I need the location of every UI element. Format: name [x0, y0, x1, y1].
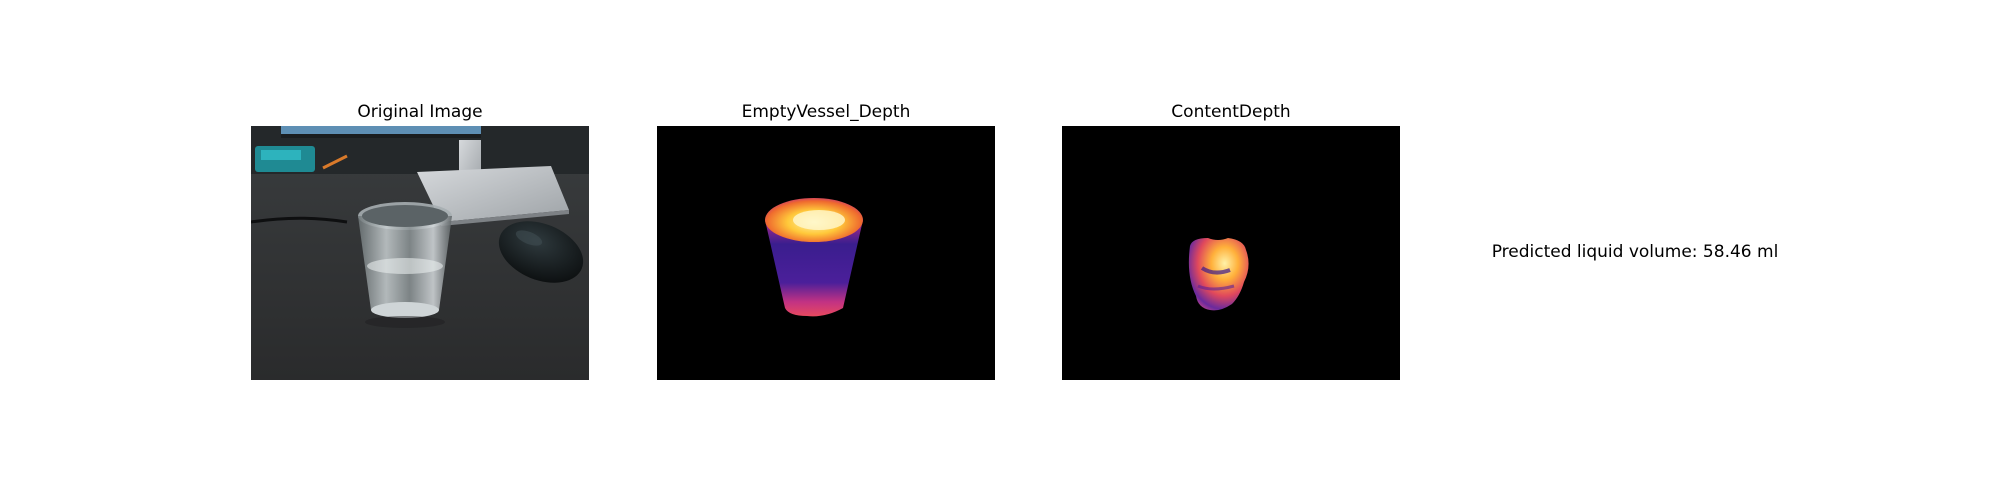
content-depth-map — [1062, 126, 1400, 380]
empty-vessel-depth-map — [657, 126, 995, 380]
original-image — [251, 126, 589, 380]
predicted-volume-text: Predicted liquid volume: 58.46 ml — [1491, 242, 1779, 262]
original-image-title: Original Image — [357, 102, 483, 122]
empty-vessel-depth-title: EmptyVessel_Depth — [741, 102, 911, 122]
content-depth-title: ContentDepth — [1171, 102, 1291, 122]
